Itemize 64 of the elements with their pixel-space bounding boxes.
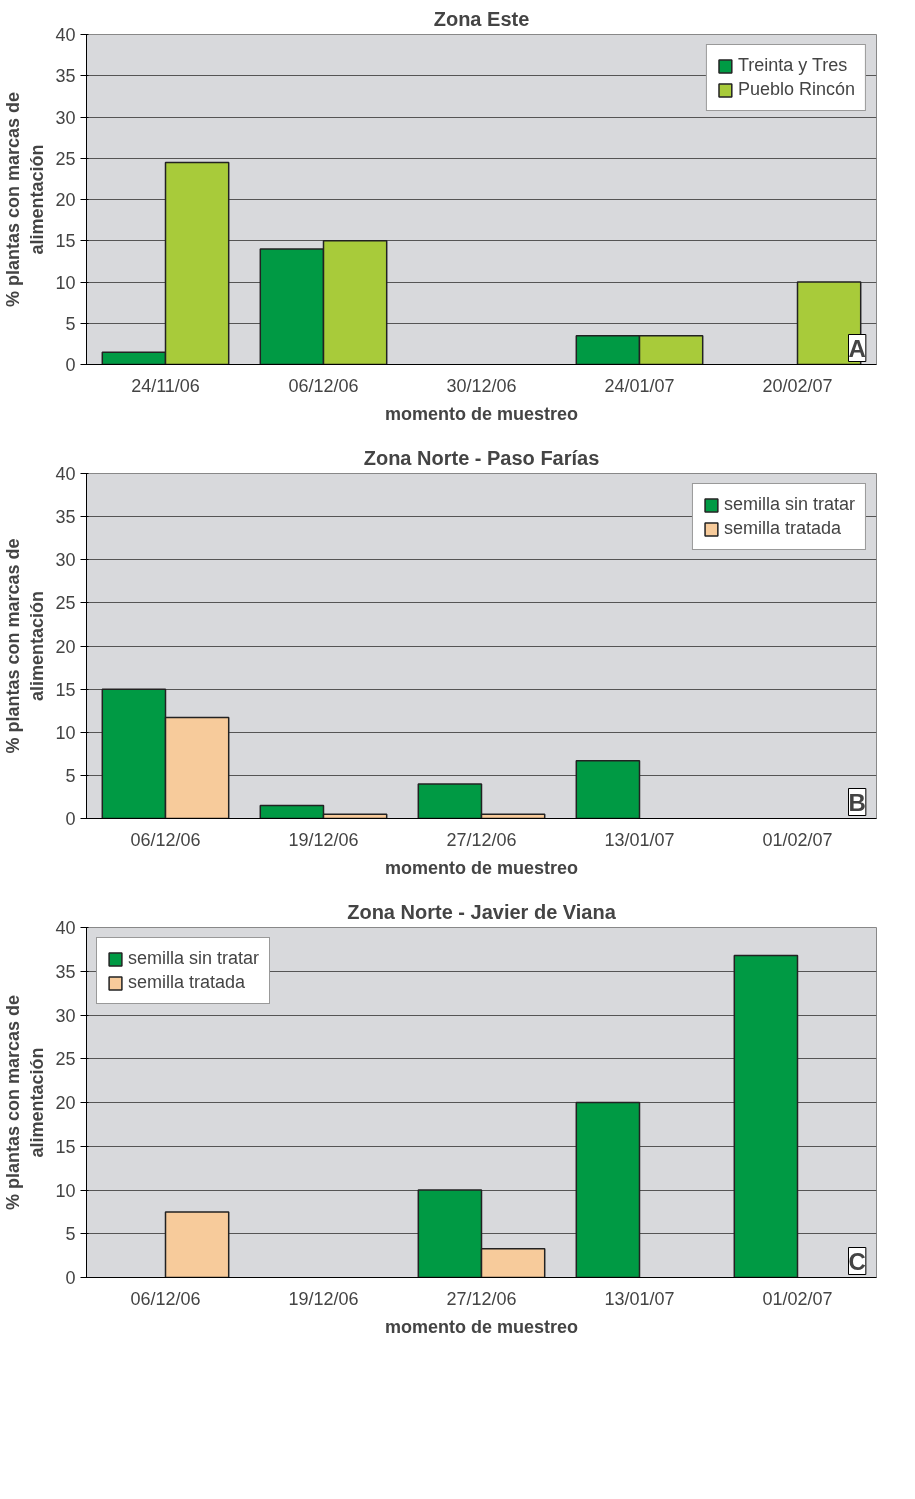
y-tick-label: 20 xyxy=(55,1093,76,1113)
x-tick-label: 20/02/07 xyxy=(762,375,833,396)
x-tick-label: 30/12/06 xyxy=(446,375,517,396)
x-axis-title: momento de muestreo xyxy=(384,857,579,878)
y-tick-label: 5 xyxy=(65,1224,76,1245)
x-tick-label: 06/12/06 xyxy=(130,829,201,850)
x-tick-label: 19/12/06 xyxy=(288,829,359,850)
y-tick-label: 40 xyxy=(55,464,76,484)
legend-label: semilla sin tratar xyxy=(723,494,855,515)
legend-label: semilla tratada xyxy=(723,518,842,539)
y-tick-label: 15 xyxy=(55,679,76,700)
y-axis-title: % plantas con marcas de alimentación xyxy=(3,91,48,308)
bar xyxy=(733,954,799,1278)
y-tick-label: 20 xyxy=(55,190,76,210)
chart-title: Zona Norte - Paso Farías xyxy=(363,446,600,469)
x-axis-title: momento de muestreo xyxy=(384,1316,579,1337)
chart-title: Zona Este xyxy=(433,7,530,30)
x-tick-label: 13/01/07 xyxy=(604,829,675,850)
y-tick-label: 10 xyxy=(55,1180,76,1201)
bar xyxy=(575,759,641,819)
x-tick-label: 01/02/07 xyxy=(762,829,833,850)
y-tick-label: 10 xyxy=(55,722,76,743)
legend-label: semilla tratada xyxy=(128,972,246,993)
x-tick-label: 27/12/06 xyxy=(446,829,517,850)
x-tick-label: 27/12/06 xyxy=(446,1288,517,1309)
y-tick-label: 25 xyxy=(55,148,76,169)
y-tick-label: 0 xyxy=(65,355,76,375)
x-tick-label: 06/12/06 xyxy=(288,375,359,396)
y-axis-title: % plantas con marcas de alimentación xyxy=(3,994,48,1211)
x-tick-label: 24/01/07 xyxy=(604,375,675,396)
annotation: A xyxy=(848,334,866,362)
y-tick-label: 40 xyxy=(55,25,76,45)
y-tick-label: 35 xyxy=(55,66,76,87)
annotation: C xyxy=(848,1247,866,1275)
legend-label: Treinta y Tres xyxy=(737,55,848,76)
x-tick-label: 13/01/07 xyxy=(604,1288,675,1309)
y-tick-label: 20 xyxy=(55,636,76,657)
y-tick-label: 5 xyxy=(65,765,76,786)
x-tick-label: 06/12/06 xyxy=(130,1288,201,1309)
y-tick-label: 15 xyxy=(55,231,76,252)
bar xyxy=(575,1101,641,1278)
y-tick-label: 0 xyxy=(65,809,76,829)
y-tick-label: 5 xyxy=(65,313,76,334)
y-tick-label: 0 xyxy=(65,1268,76,1288)
x-axis-title: momento de muestreo xyxy=(384,403,579,424)
y-axis-title: % plantas con marcas de alimentación xyxy=(3,538,48,754)
chart-title: Zona Norte - Javier de Viana xyxy=(347,900,617,923)
y-tick-label: 25 xyxy=(55,1049,76,1070)
y-tick-label: 40 xyxy=(55,918,76,938)
y-tick-label: 15 xyxy=(55,1136,76,1157)
y-tick-label: 10 xyxy=(55,272,76,293)
y-tick-label: 30 xyxy=(55,1005,76,1026)
x-tick-label: 19/12/06 xyxy=(288,1288,359,1309)
y-tick-label: 30 xyxy=(55,107,76,128)
y-tick-label: 35 xyxy=(55,961,76,982)
y-tick-label: 25 xyxy=(55,593,76,614)
x-tick-label: 24/11/06 xyxy=(131,375,200,396)
y-tick-label: 35 xyxy=(55,507,76,528)
y-tick-label: 30 xyxy=(55,550,76,571)
annotation: B xyxy=(848,788,866,816)
legend-label: semilla sin tratar xyxy=(128,948,260,969)
bar xyxy=(164,1211,230,1278)
legend-label: Pueblo Rincón xyxy=(737,79,855,100)
x-tick-label: 01/02/07 xyxy=(762,1288,833,1309)
